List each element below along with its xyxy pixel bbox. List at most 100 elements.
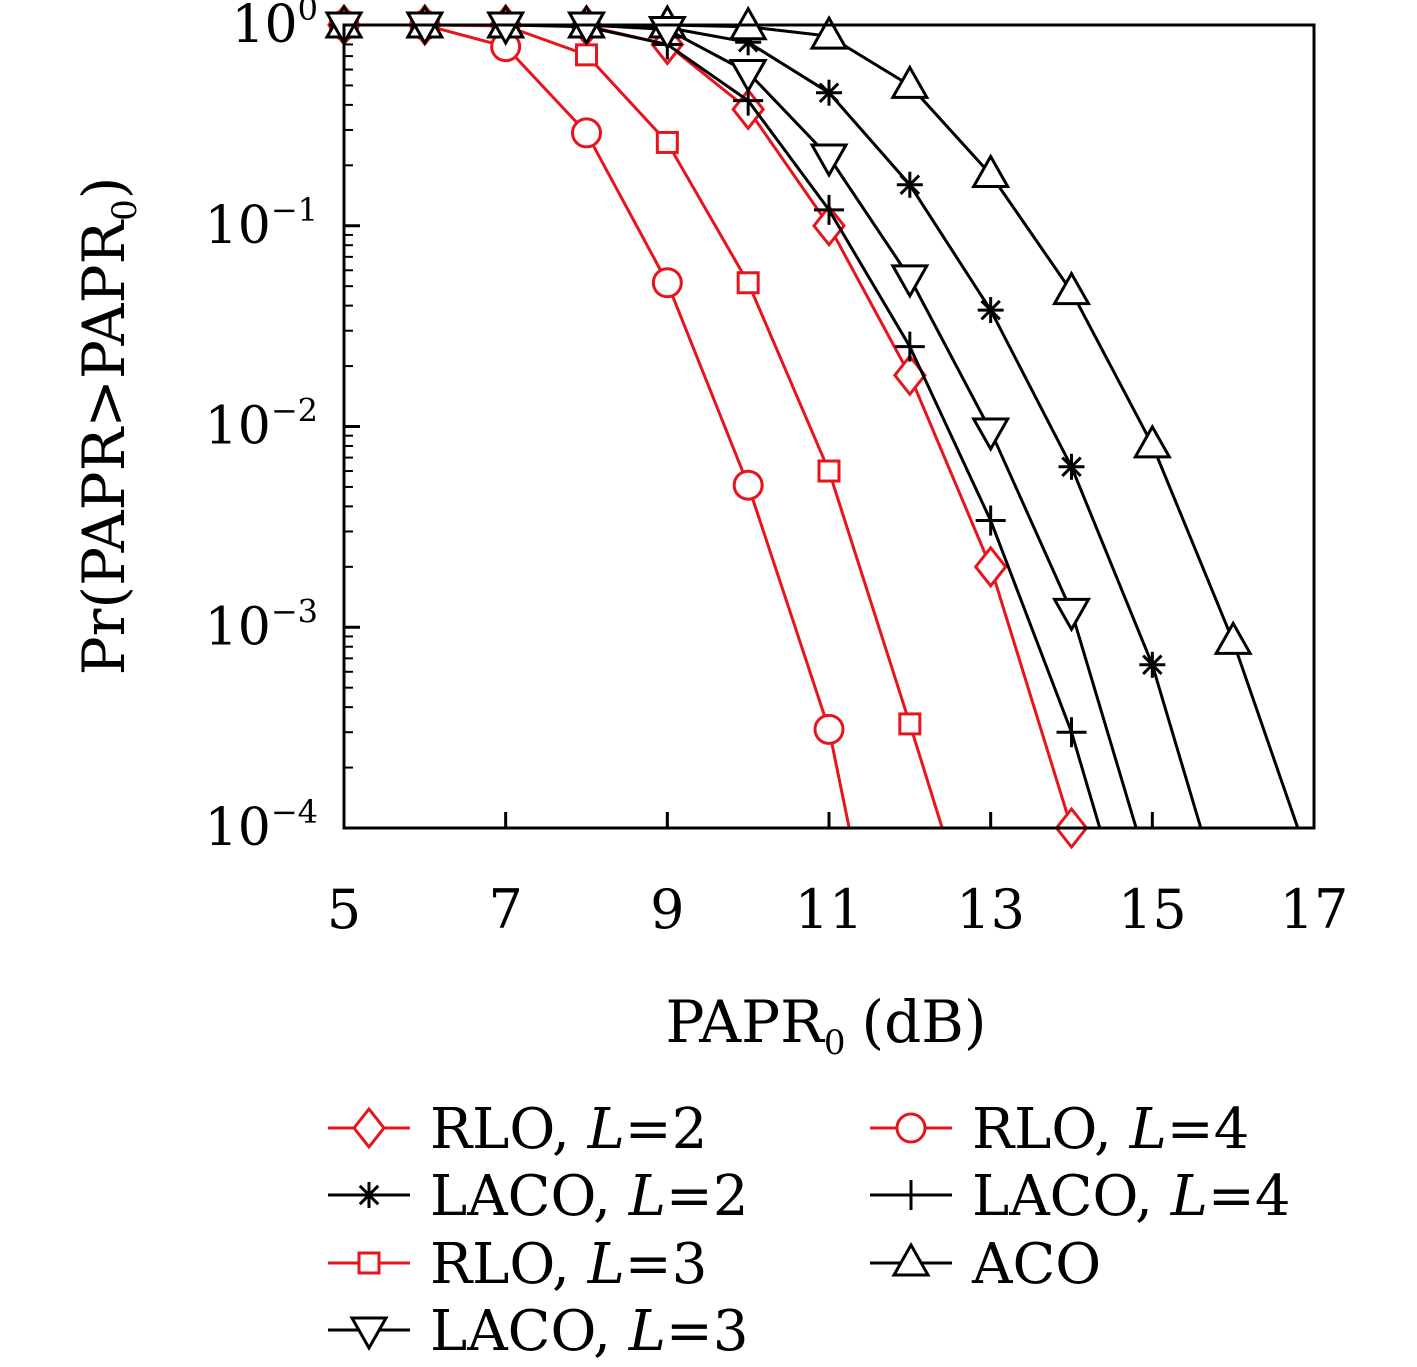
- legend-label-value: =3: [666, 1299, 749, 1364]
- legend-label-var: L: [1170, 1164, 1208, 1229]
- x-axis-ticks: 5 7 9 11 13 15 17: [327, 812, 1349, 941]
- y-tick-base: 10: [231, 0, 297, 55]
- data-point-aco: [890, 64, 930, 99]
- x-tick-label: 9: [650, 878, 684, 941]
- legend-label-name: RLO,: [430, 1232, 588, 1297]
- legend-swatch-marker: [895, 1112, 927, 1144]
- legend-label-name: LACO,: [430, 1299, 629, 1364]
- y-tick-label: 10−2: [205, 392, 318, 457]
- legend-label-value: =2: [625, 1097, 708, 1162]
- y-tick-label: 10−3: [205, 592, 318, 657]
- x-tick-label: 13: [956, 878, 1025, 941]
- legend-label: RLO, L=2: [430, 1097, 707, 1162]
- x-axis-label-unit: (dB): [861, 988, 986, 1056]
- data-point-rlo3: [736, 271, 760, 295]
- data-point-laco4: [1056, 717, 1087, 748]
- x-tick-label: 15: [1118, 878, 1187, 941]
- legend-label-name: LACO,: [972, 1164, 1171, 1229]
- y-axis-label-pre: Pr(PAPR>PAPR: [70, 219, 138, 676]
- legend-entry-rlo4: RLO, L=4: [870, 1097, 1249, 1162]
- data-point-aco: [1213, 620, 1253, 655]
- data-point-laco3: [728, 58, 768, 94]
- legend-entry-laco4: LACO, L=4: [870, 1164, 1290, 1229]
- x-tick-label: 5: [327, 878, 361, 941]
- y-tick-exponent: −1: [271, 191, 318, 229]
- data-point-rlo3: [898, 712, 922, 736]
- series-aco: [324, 3, 1300, 828]
- data-point-rlo3: [575, 43, 598, 67]
- x-tick-label: 7: [488, 878, 522, 941]
- legend-entry-rlo2: RLO, L=2: [328, 1097, 707, 1162]
- legend-label-var: L: [587, 1232, 625, 1297]
- legend-label-name: RLO,: [430, 1097, 588, 1162]
- legend-label: RLO, L=3: [430, 1232, 707, 1297]
- series-layer: [324, 3, 1300, 850]
- legend-entry-laco3: LACO, L=3: [328, 1299, 748, 1364]
- x-tick-label: 17: [1280, 878, 1349, 941]
- data-point-laco2: [816, 79, 842, 106]
- y-tick-exponent: −3: [271, 592, 318, 630]
- data-point-laco4: [975, 505, 1006, 536]
- data-point-laco3: [971, 417, 1011, 453]
- series-line-rlo3: [344, 25, 944, 828]
- legend-swatch-marker: [349, 1316, 389, 1352]
- data-point-laco4: [894, 331, 925, 362]
- data-point-laco3: [405, 11, 445, 47]
- series-line-rlo2: [344, 25, 1073, 828]
- legend-swatch-marker: [356, 1182, 382, 1208]
- legend-label-value: =3: [625, 1232, 708, 1297]
- y-tick-label: 100: [231, 0, 318, 55]
- series-line-laco2: [344, 25, 1203, 828]
- data-point-laco3: [1051, 597, 1092, 633]
- data-point-laco2: [1058, 453, 1085, 480]
- data-point-rlo4: [732, 469, 764, 501]
- y-tick-exponent: −4: [271, 793, 318, 831]
- legend-label-name: RLO,: [972, 1097, 1130, 1162]
- legend-swatch-marker: [891, 1241, 931, 1277]
- legend-label-var: L: [628, 1299, 666, 1364]
- data-point-rlo4: [571, 117, 602, 149]
- x-tick-label: 11: [795, 878, 864, 941]
- legend-label-value: =4: [1167, 1097, 1250, 1162]
- y-axis-label: Pr(PAPR>PAPR0): [70, 177, 145, 676]
- legend-label-value: =4: [1208, 1164, 1291, 1229]
- data-point-laco3: [486, 11, 526, 47]
- legend-swatch-marker: [352, 1106, 386, 1150]
- data-point-laco3: [566, 11, 607, 47]
- legend-label-var: L: [587, 1097, 625, 1162]
- x-axis-label-sub: 0: [824, 1023, 846, 1063]
- legend-label: LACO, L=4: [972, 1164, 1290, 1229]
- legend-label-var: L: [628, 1164, 666, 1229]
- y-tick-base: 10: [205, 597, 271, 657]
- y-tick-base: 10: [205, 798, 271, 858]
- data-point-laco3: [890, 264, 930, 299]
- y-tick-base: 10: [205, 397, 271, 457]
- series-rlo3: [332, 13, 944, 828]
- data-point-laco2: [977, 297, 1004, 324]
- legend-label-name: LACO,: [430, 1164, 629, 1229]
- legend-label: RLO, L=4: [972, 1097, 1249, 1162]
- legend-label-value: =2: [666, 1164, 749, 1229]
- data-point-rlo2: [973, 545, 1008, 589]
- y-tick-label: 10−4: [205, 793, 318, 858]
- legend-label: LACO, L=2: [430, 1164, 748, 1229]
- data-point-aco: [1051, 270, 1092, 306]
- legend-label: LACO, L=3: [430, 1299, 748, 1364]
- legend-label: ACO: [971, 1232, 1101, 1297]
- y-tick-exponent: 0: [298, 0, 318, 28]
- data-point-laco2: [1139, 651, 1166, 678]
- data-point-aco: [1132, 423, 1172, 459]
- data-point-rlo3: [817, 459, 841, 483]
- data-point-rlo4: [651, 267, 683, 299]
- y-tick-base: 10: [205, 196, 271, 256]
- y-tick-exponent: −2: [271, 392, 318, 430]
- y-axis-label-sub: 0: [105, 199, 145, 221]
- series-rlo2: [327, 3, 1089, 850]
- legend-label-var: L: [1129, 1097, 1167, 1162]
- legend-entry-laco2: LACO, L=2: [328, 1164, 748, 1229]
- series-line-laco3: [344, 25, 1138, 828]
- data-point-rlo2: [892, 353, 927, 397]
